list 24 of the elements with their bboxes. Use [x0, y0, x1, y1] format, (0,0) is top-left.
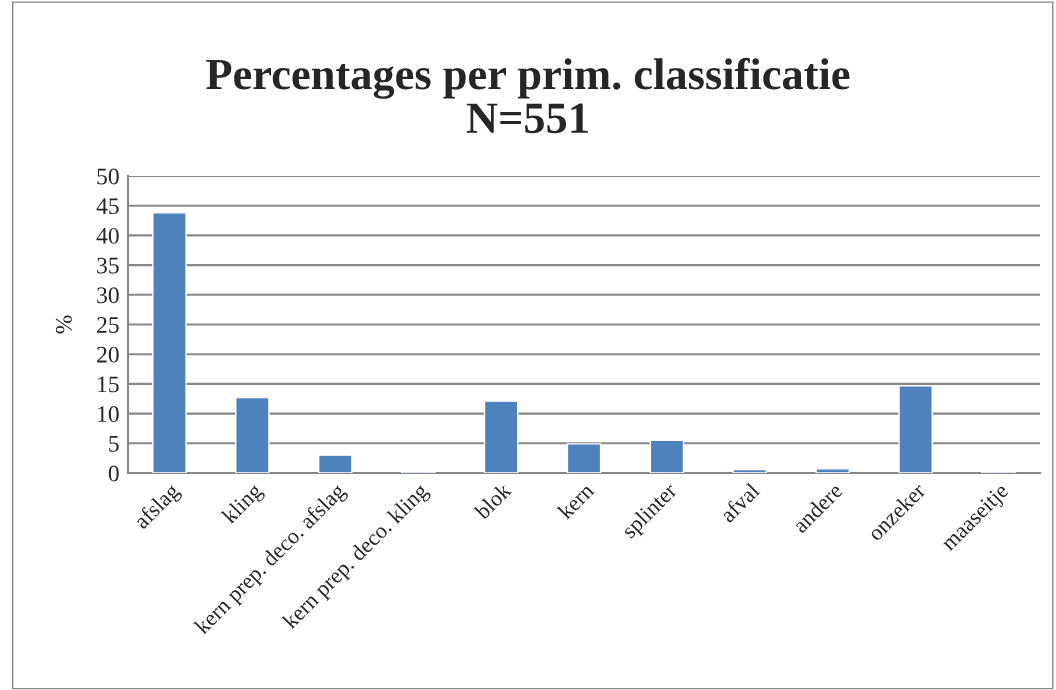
y-tick-label: 45 [96, 198, 119, 215]
y-tick-label: 15 [98, 376, 119, 393]
bar [649, 439, 685, 473]
y-tick-label: 50 [97, 168, 119, 185]
chart-title: Percentages per prim. classificatie N=551 [206, 57, 850, 134]
x-tick-label: blok [473, 481, 513, 521]
bar [235, 396, 270, 473]
bar [566, 443, 602, 473]
x-tick-label: kern [556, 481, 595, 521]
y-tick-label: 10 [98, 406, 119, 423]
bar [898, 384, 933, 473]
bar [317, 454, 353, 473]
y-tick-label: 0 [108, 465, 119, 482]
y-tick-label: 25 [97, 317, 119, 333]
y-tick-label: 5 [109, 436, 119, 452]
bar [732, 468, 768, 473]
y-axis-title: % [55, 315, 72, 334]
y-tick-label: 30 [97, 287, 119, 304]
y-tick-label: 35 [97, 257, 119, 274]
bar [815, 468, 851, 473]
bar [483, 400, 519, 473]
y-tick-label: 20 [97, 346, 119, 363]
y-tick-label: 40 [96, 227, 119, 244]
bar [152, 212, 187, 473]
